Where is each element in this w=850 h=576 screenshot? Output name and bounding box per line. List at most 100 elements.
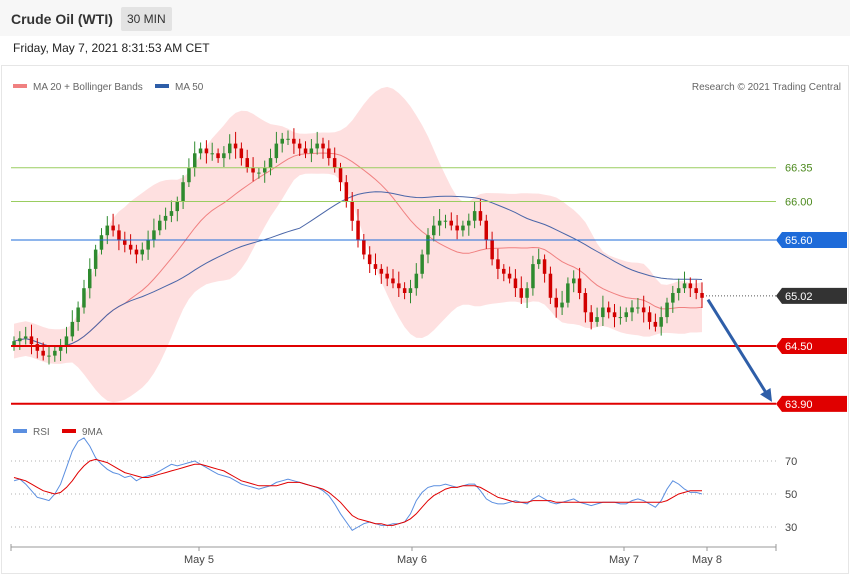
candle-body [566,283,570,303]
candle-body [519,288,523,298]
candle-body [496,259,500,269]
rsi-legend-label: RSI [33,427,50,438]
candle-body [344,182,349,202]
ma20-line [13,152,703,348]
candle-body [309,148,314,154]
candle-body [198,148,203,154]
candle-body [64,336,69,346]
candle-body [461,225,465,231]
candle-body [601,307,605,318]
candle-body [286,138,290,140]
candle-body [583,293,588,313]
candle-body [146,240,150,250]
candle-body [641,307,646,313]
candle-body [688,283,693,289]
candle-body [187,167,191,183]
ma50-legend-label: MA 50 [175,82,204,93]
candle-body [169,211,174,216]
rsi-line [13,437,703,531]
candle-body [297,143,302,149]
ma50-line [13,191,703,348]
x-tick-label: May 5 [184,554,214,566]
candle-body [455,225,459,231]
candle-body [228,143,232,154]
level-tag-63.90 [776,395,847,412]
rsi-tick-50: 50 [785,489,797,501]
candle-body [379,268,384,274]
candle-body [618,317,623,319]
candle-body [362,240,366,255]
candle-body [554,297,558,308]
rsi-tick-30: 30 [785,522,797,534]
candle-body [356,220,360,240]
level-tag-64.50 [776,338,847,354]
candle-body [128,244,133,250]
forecast-arrow-head [760,388,772,402]
candle-body [432,225,436,236]
x-tick-label: May 7 [609,554,639,566]
candle-body [385,273,389,279]
candle-body [204,148,209,154]
candle-body [443,220,448,222]
price-levels: 66.35 66.00 65.60 65.02 64.50 63.90 [11,163,847,412]
candle-body [158,220,162,231]
candle-body [525,288,529,298]
candle-body [671,293,675,303]
candle-body [338,167,343,183]
level-label-64.50: 64.50 [785,341,813,353]
candle-body [88,268,92,289]
candle-body [700,293,704,298]
candle-body [29,336,34,345]
candle-body [327,148,331,159]
candle-body [210,153,214,155]
candle-body [676,288,681,293]
candle-body [58,346,63,351]
candle-body [303,148,308,154]
candle-body [321,143,325,149]
candle-body [23,336,28,339]
candle-body [117,230,121,240]
candle-body [612,312,617,318]
interval-badge[interactable]: 30 MIN [121,7,172,31]
level-tag-65.02 [776,287,847,304]
candle-body [274,143,279,159]
candle-body [647,312,652,322]
rsi-tick-70: 70 [785,456,797,468]
candle-body [263,167,267,173]
candle-body [140,249,144,255]
candle-body [233,143,238,149]
candle-body [152,230,156,240]
candle-body [268,158,273,168]
candle-body [478,211,483,221]
candle-body [332,158,337,168]
candle-body [105,225,109,236]
candle-body [414,273,419,289]
candle-body [408,288,413,293]
candle-body [502,268,506,274]
candle-body [630,307,634,313]
candle-body [315,143,319,149]
candle-body [53,350,57,356]
candle-body [193,153,197,168]
candle-body [373,264,378,269]
candle-body [437,220,442,226]
level-label-65.02: 65.02 [785,291,813,303]
timestamp: Friday, May 7, 2021 8:31:53 AM CET [13,41,210,55]
candle-body [548,273,553,298]
candle-body [35,344,40,351]
candle-body [542,259,547,274]
candle-body [449,220,453,226]
candle-body [123,240,127,245]
candle-body [531,264,535,289]
candle-body [245,158,249,168]
candle-body [76,307,80,322]
candle-body [111,225,115,231]
candle-body [239,148,244,159]
candle-body [391,278,395,284]
candle-body [257,172,261,174]
chart-frame [1,65,849,574]
bollinger-band [14,86,702,403]
candle-body [280,138,284,144]
candle-body [560,302,564,308]
